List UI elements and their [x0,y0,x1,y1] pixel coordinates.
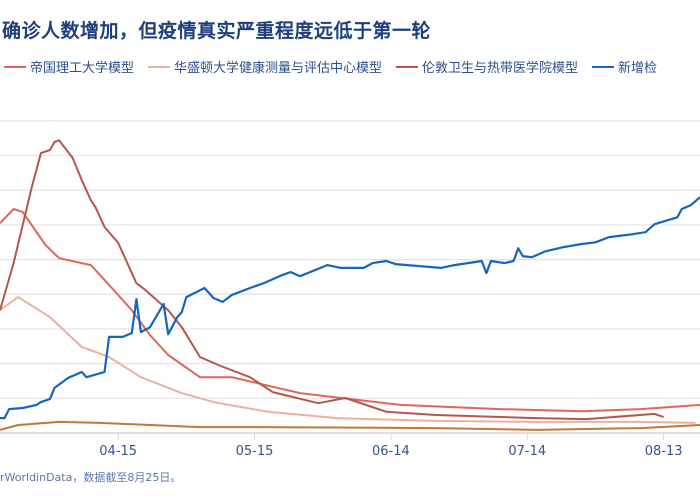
series-lines [0,139,700,431]
legend: 帝国理工大学模型 华盛顿大学健康测量与评估中心模型 伦敦卫生与热带医学院模型 新… [4,57,657,76]
legend-label: 伦敦卫生与热带医学院模型 [422,61,579,76]
legend-swatch [4,65,26,68]
series-line-3 [0,196,700,420]
legend-swatch [148,65,171,68]
legend-label: 帝国理工大学模型 [30,61,135,76]
series-line-0 [0,208,700,413]
legend-swatch [592,65,615,68]
series-line-1 [0,296,696,424]
x-tick-label: 07-14 [508,444,546,459]
legend-swatch [396,65,419,68]
chart-title: 确诊人数增加，但疫情真实严重程度远低于第一轮 [2,20,432,42]
x-tick-label: 05-15 [236,444,274,459]
legend-item-lshtm[interactable]: 伦敦卫生与热带医学院模型 [396,57,578,76]
legend-item-new-tests[interactable]: 新增检 [592,57,657,76]
series-line-4 [0,420,700,431]
x-tick-label: 06-14 [372,444,410,459]
legend-item-ihme[interactable]: 华盛顿大学健康测量与评估中心模型 [148,57,382,76]
legend-label: 华盛顿大学健康测量与评估中心模型 [174,61,383,76]
x-axis: 04-15 05-15 06-14 07-14 08-13 [0,432,700,459]
x-tick-label: 08-13 [645,444,683,459]
x-tick-label: 04-15 [99,444,137,459]
legend-item-imperial[interactable]: 帝国理工大学模型 [4,57,134,76]
source-note: rWorldinData，数据截至8月25日。 [0,471,182,484]
gridlines [0,120,700,399]
legend-label: 新增检 [618,61,658,76]
series-line-2 [0,139,664,421]
